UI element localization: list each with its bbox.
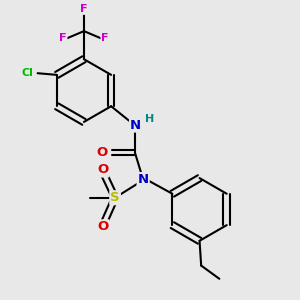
Text: S: S [110, 191, 120, 204]
Text: F: F [59, 33, 67, 43]
Text: N: N [130, 118, 141, 132]
Text: N: N [138, 173, 149, 186]
Text: F: F [80, 4, 88, 14]
Text: Cl: Cl [22, 68, 34, 78]
Text: H: H [145, 115, 154, 124]
Text: F: F [101, 33, 109, 43]
Text: O: O [97, 164, 109, 176]
Text: O: O [97, 220, 109, 233]
Text: O: O [97, 146, 108, 159]
